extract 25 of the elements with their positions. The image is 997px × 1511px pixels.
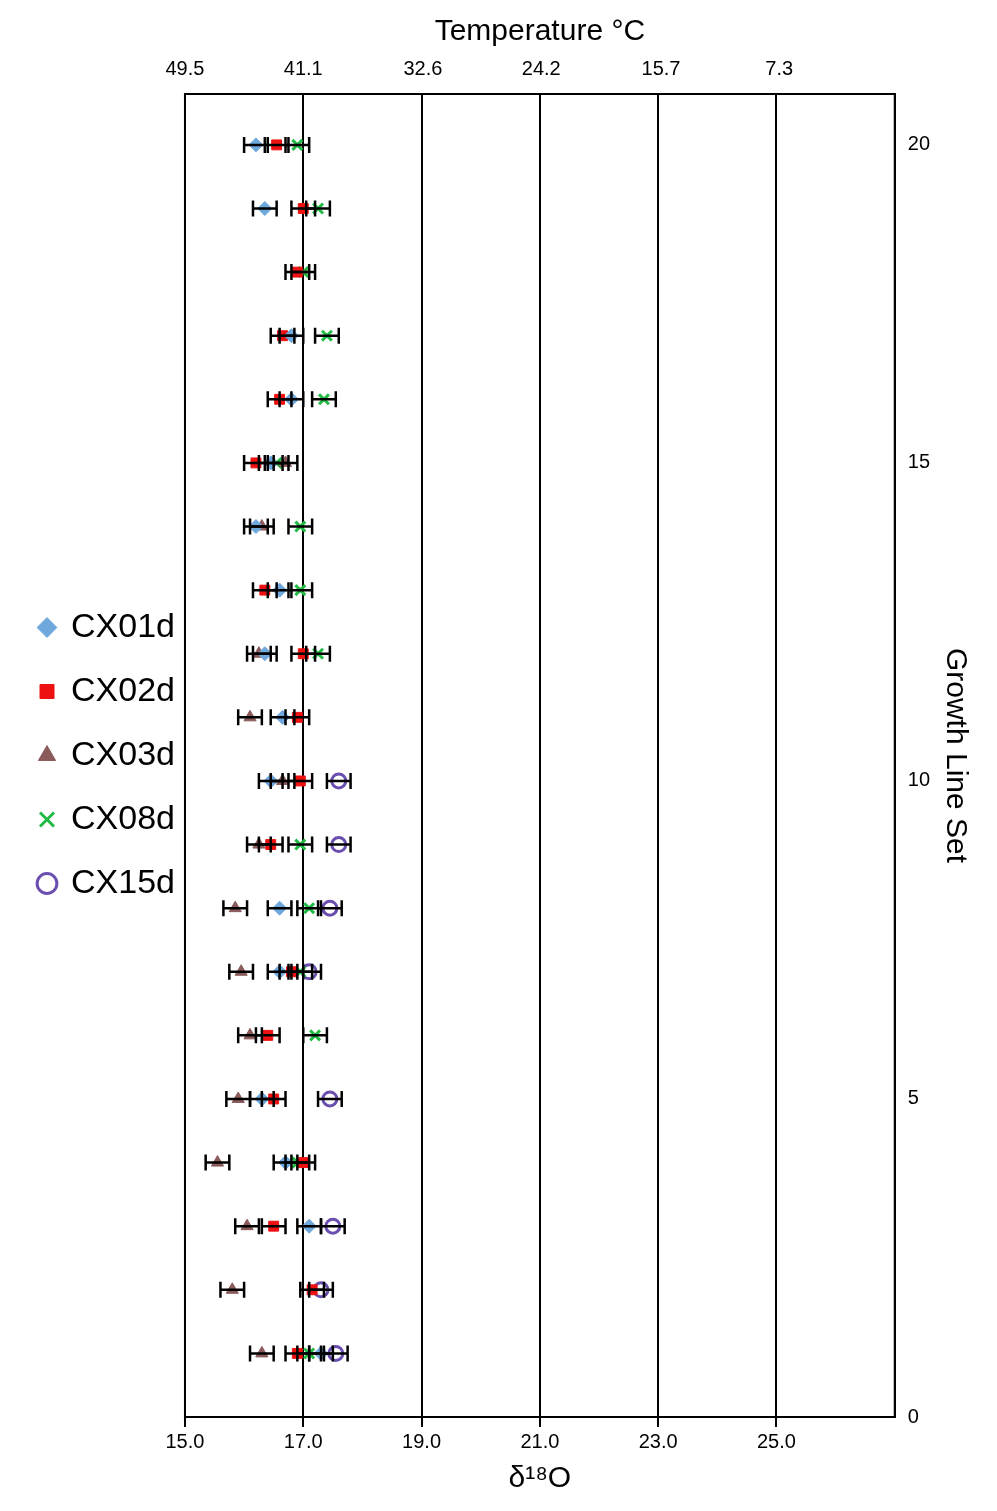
x2-tick-label: 32.6 (403, 56, 443, 79)
y-tick-label: 5 (907, 1086, 919, 1109)
x-tick-label: 21.0 (520, 1429, 560, 1452)
x2-tick-label: 15.7 (641, 56, 681, 79)
y-tick-label: 0 (907, 1404, 919, 1427)
legend-label: CX01d (71, 605, 175, 644)
x-tick-label: 25.0 (756, 1429, 796, 1452)
x-tick-label: 23.0 (638, 1429, 678, 1452)
x2-tick-label: 49.5 (165, 56, 205, 79)
x2-tick-label: 24.2 (521, 56, 561, 79)
legend-label: CX02d (71, 669, 175, 708)
y-tick-label: 15 (907, 450, 930, 473)
x2-tick-label: 7.3 (765, 56, 794, 79)
legend-label: CX08d (71, 797, 175, 836)
y-axis-title: Growth Line Set (940, 647, 974, 864)
x-tick-label: 19.0 (402, 1429, 442, 1452)
legend-label: CX03d (71, 733, 175, 772)
x-tick-label: 17.0 (283, 1429, 323, 1452)
x-tick-label: 15.0 (165, 1429, 205, 1452)
y-tick-label: 20 (907, 132, 930, 155)
legend-label: CX15d (71, 861, 175, 900)
x-axis-title: δ¹⁸O (508, 1460, 572, 1494)
x2-tick-label: 41.1 (283, 56, 323, 79)
x2-axis-title: Temperature °C (434, 13, 646, 47)
y-tick-label: 10 (907, 768, 930, 791)
